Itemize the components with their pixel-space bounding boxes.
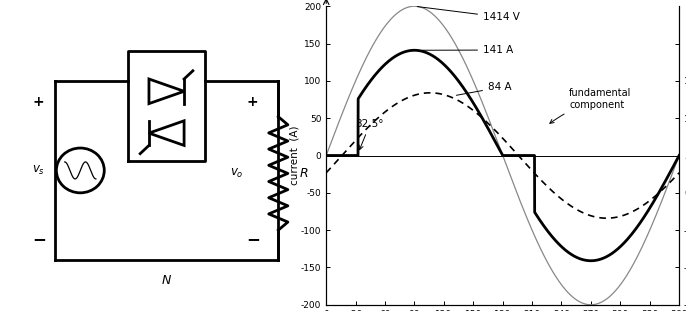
Text: 1414 V: 1414 V: [417, 7, 520, 22]
Text: +: +: [33, 95, 45, 109]
Text: fundamental
component: fundamental component: [550, 88, 632, 123]
Text: −: −: [246, 230, 260, 248]
Text: +: +: [247, 95, 259, 109]
Text: −: −: [32, 230, 46, 248]
Text: $v_s$: $v_s$: [32, 164, 45, 177]
Y-axis label: current  (A): current (A): [289, 126, 300, 185]
Text: $N$: $N$: [161, 274, 172, 287]
Text: 84 A: 84 A: [456, 82, 512, 95]
Text: 32.5°: 32.5°: [355, 119, 384, 150]
Text: $v_o$: $v_o$: [230, 167, 244, 180]
Text: $R$: $R$: [299, 167, 309, 180]
Text: 141 A: 141 A: [422, 45, 513, 55]
